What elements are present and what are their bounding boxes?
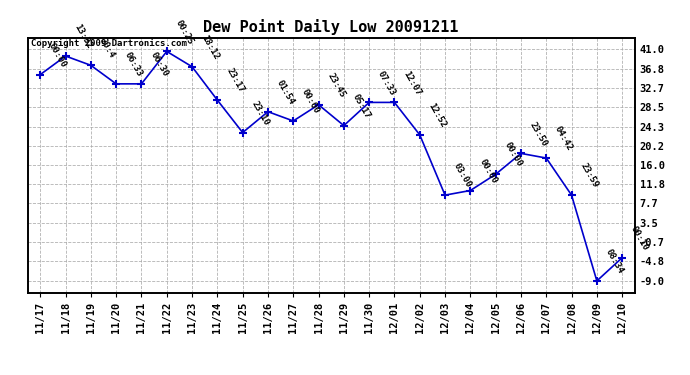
Text: 07:33: 07:33 <box>376 69 397 97</box>
Text: 18:12: 18:12 <box>199 33 220 61</box>
Text: 23:45: 23:45 <box>326 71 347 99</box>
Title: Dew Point Daily Low 20091211: Dew Point Daily Low 20091211 <box>204 19 459 35</box>
Text: 12:07: 12:07 <box>402 69 423 97</box>
Text: 06:33: 06:33 <box>123 51 144 78</box>
Text: 08:34: 08:34 <box>604 248 625 275</box>
Text: 00:00: 00:00 <box>47 41 68 69</box>
Text: 00:10: 00:10 <box>629 224 651 252</box>
Text: 04:42: 04:42 <box>553 125 575 153</box>
Text: 23:17: 23:17 <box>224 67 246 94</box>
Text: Copyright 2009 Dartronics.com: Copyright 2009 Dartronics.com <box>30 39 186 48</box>
Text: 13:32: 13:32 <box>72 23 94 51</box>
Text: 20:4: 20:4 <box>98 37 117 60</box>
Text: 06:30: 06:30 <box>148 51 170 78</box>
Text: 01:54: 01:54 <box>275 78 296 106</box>
Text: 00:00: 00:00 <box>300 88 322 116</box>
Text: 23:59: 23:59 <box>578 162 600 190</box>
Text: 00:00: 00:00 <box>477 157 499 185</box>
Text: 12:52: 12:52 <box>426 102 448 129</box>
Text: 05:17: 05:17 <box>351 92 372 120</box>
Text: 00:00: 00:00 <box>502 141 524 169</box>
Text: 03:00: 03:00 <box>452 162 473 190</box>
Text: 23:50: 23:50 <box>528 120 549 148</box>
Text: 00:25: 00:25 <box>174 18 195 46</box>
Text: 23:10: 23:10 <box>250 99 271 127</box>
